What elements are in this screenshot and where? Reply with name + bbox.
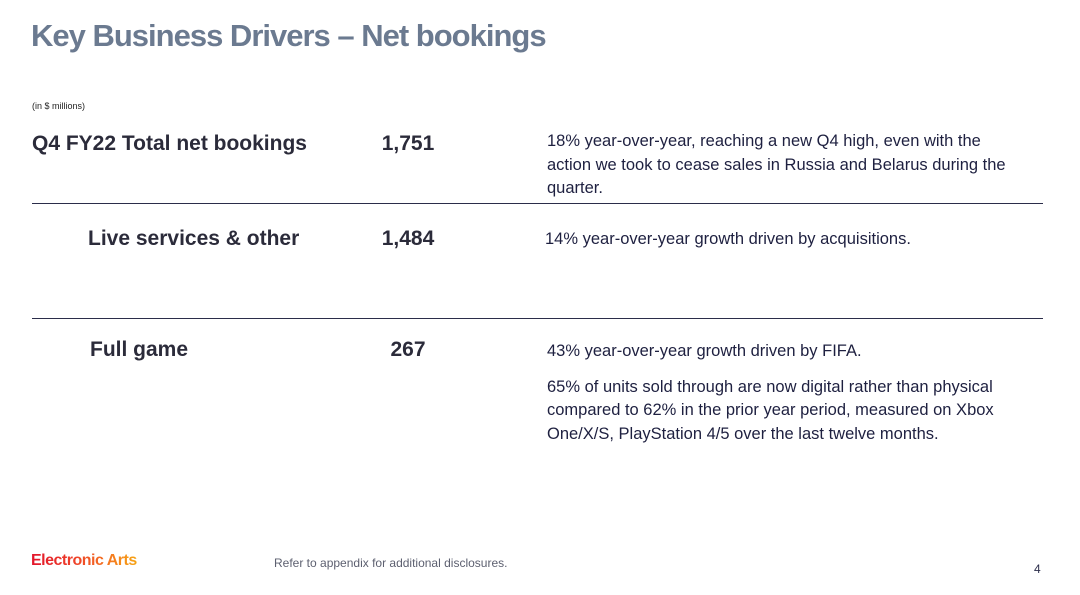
row-desc-live-services: 14% year-over-year growth driven by acqu… — [545, 228, 1025, 264]
row-label-full-game: Full game — [90, 338, 189, 361]
row-desc-full-game: 43% year-over-year growth driven by FIFA… — [547, 340, 1027, 458]
units-note: (in $ millions) — [32, 101, 86, 111]
desc-paragraph: 65% of units sold through are now digita… — [547, 377, 994, 443]
desc-paragraph: 14% year-over-year growth driven by acqu… — [545, 230, 911, 248]
page-number: 4 — [1034, 562, 1041, 576]
page-title: Key Business Drivers – Net bookings — [31, 18, 547, 53]
row-desc-total: 18% year-over-year, reaching a new Q4 hi… — [547, 130, 1027, 213]
row-value-total: 1,751 — [381, 132, 435, 155]
divider — [32, 203, 1043, 204]
row-label-total: Q4 FY22 Total net bookings — [32, 132, 307, 155]
row-label-live-services: Live services & other — [88, 227, 300, 250]
desc-paragraph: 18% year-over-year, reaching a new Q4 hi… — [547, 132, 1006, 197]
footnote: Refer to appendix for additional disclos… — [274, 556, 508, 570]
row-value-full-game: 267 — [390, 338, 426, 361]
row-value-live-services: 1,484 — [381, 227, 435, 250]
ea-logo: Electronic Arts — [31, 552, 137, 569]
desc-paragraph: 43% year-over-year growth driven by FIFA… — [547, 342, 862, 360]
divider — [32, 318, 1043, 319]
